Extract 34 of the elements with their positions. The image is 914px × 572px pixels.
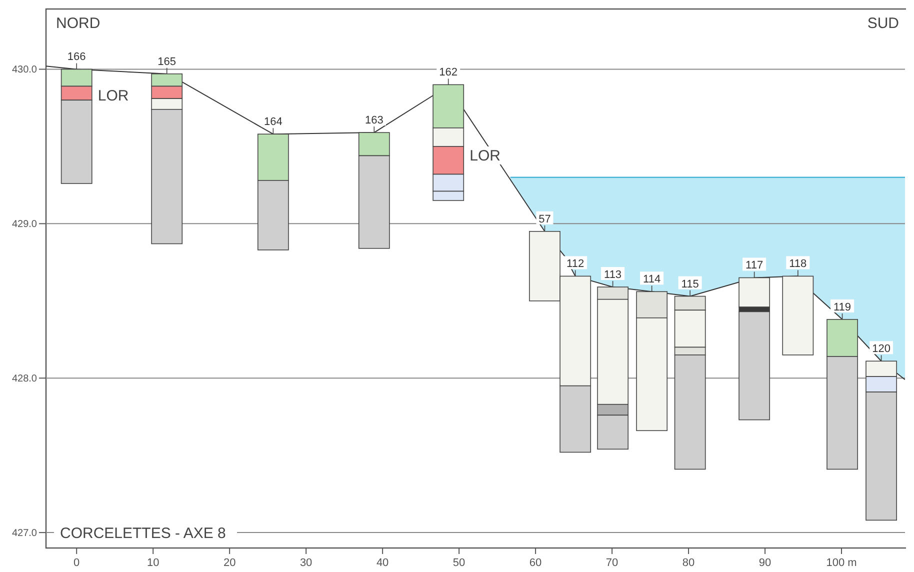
annotation: LOR xyxy=(98,87,129,104)
annotation: 166 xyxy=(67,51,86,64)
annotation: SUD xyxy=(867,15,900,32)
annotation: 114 xyxy=(643,274,661,286)
x-tick-label: 20 xyxy=(223,557,236,569)
x-tick-label: 70 xyxy=(606,557,618,569)
y-tick-label: 430.0 xyxy=(12,64,38,76)
annotation: 117 xyxy=(746,260,764,272)
annotation: 119 xyxy=(834,301,852,314)
x-tick-label: 40 xyxy=(376,557,389,569)
annotation: 163 xyxy=(364,114,384,127)
x-tick-label: 100 m xyxy=(826,557,857,569)
annotation: 113 xyxy=(604,268,622,281)
x-tick-label: 60 xyxy=(529,557,542,569)
x-tick-label: 30 xyxy=(300,557,312,569)
x-tick-label: 50 xyxy=(452,557,466,569)
annotation: 115 xyxy=(681,278,699,290)
annotation: 162 xyxy=(439,66,458,79)
y-tick-label: 428.0 xyxy=(12,374,38,385)
annotation: 165 xyxy=(158,56,176,68)
y-tick-label: 429.0 xyxy=(12,219,38,230)
y-tick-label: 427.0 xyxy=(12,528,38,540)
annotation: 118 xyxy=(789,258,807,270)
x-tick-label: 10 xyxy=(146,557,160,569)
annotation: LOR xyxy=(470,148,501,165)
annotation: NORD xyxy=(56,15,100,32)
annotation: 57 xyxy=(538,213,551,226)
text: CORCELETTES - AXE 8 xyxy=(60,524,226,542)
x-tick-label: 0 xyxy=(74,557,80,569)
annotation: 112 xyxy=(566,258,584,270)
annotation: 164 xyxy=(264,116,282,128)
annotation: 120 xyxy=(872,343,890,356)
x-tick-label: 90 xyxy=(758,557,772,569)
x-tick-label: 80 xyxy=(682,557,695,569)
